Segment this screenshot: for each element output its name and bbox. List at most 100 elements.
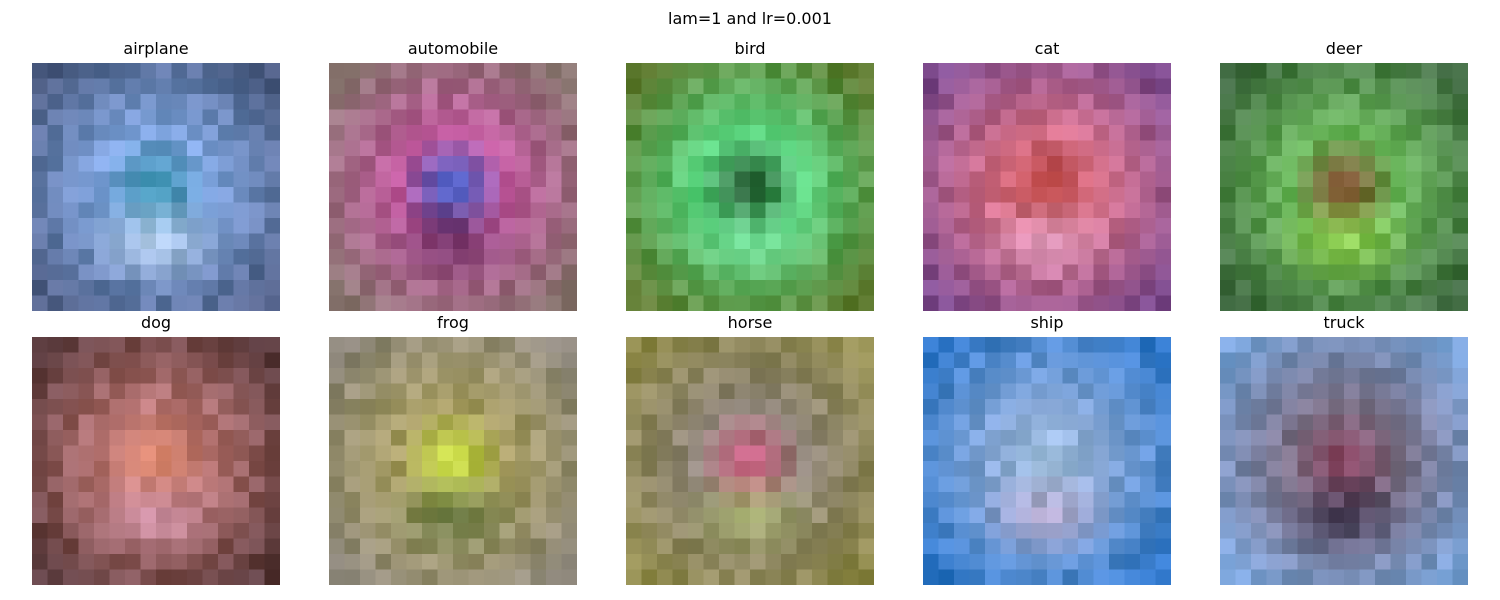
pixel-cell: [641, 492, 658, 508]
pixel-cell: [329, 383, 345, 400]
pixel-cell: [32, 78, 48, 95]
pixel-cell: [47, 156, 64, 172]
pixel-cell: [923, 554, 939, 570]
pixel-cell: [765, 78, 782, 95]
pixel-cell: [1328, 78, 1345, 95]
pixel-cell: [954, 187, 970, 203]
pixel-cell: [453, 63, 469, 79]
pixel-cell: [406, 94, 423, 110]
pixel-cell: [1093, 249, 1110, 265]
pixel-cell: [63, 78, 79, 95]
pixel-cell: [1406, 187, 1422, 203]
pixel-cell: [63, 430, 79, 446]
pixel-cell: [1000, 368, 1017, 384]
pixel-cell: [468, 140, 485, 157]
pixel-cell: [765, 109, 782, 126]
pixel-cell: [858, 218, 874, 234]
pixel-cell: [938, 492, 955, 508]
pixel-cell: [1155, 218, 1171, 234]
pixel-cell: [923, 156, 939, 172]
pixel-cell: [484, 295, 500, 311]
pixel-cell: [765, 368, 782, 384]
pixel-cell: [437, 94, 454, 110]
pixel-cell: [78, 569, 95, 585]
pixel-cell: [171, 218, 188, 234]
pixel-cell: [140, 249, 157, 265]
pixel-cell: [1047, 187, 1063, 203]
pixel-cell: [796, 538, 813, 555]
pixel-cell: [78, 249, 95, 265]
pixel-cell: [530, 249, 547, 265]
pixel-cell: [1421, 368, 1438, 384]
pixel-cell: [468, 507, 485, 524]
pixel-cell: [843, 280, 859, 296]
pixel-cell: [954, 109, 970, 126]
pixel-cell: [1093, 414, 1110, 431]
pixel-cell: [78, 202, 95, 219]
pixel-cell: [140, 569, 157, 585]
pixel-cell: [499, 538, 516, 555]
pixel-cell: [1297, 249, 1314, 265]
pixel-cell: [626, 383, 642, 400]
pixel-cell: [781, 538, 797, 555]
pixel-cell: [233, 78, 250, 95]
pixel-cell: [827, 94, 844, 110]
pixel-cell: [1344, 187, 1360, 203]
pixel-cell: [468, 125, 485, 141]
pixel-cell: [985, 156, 1001, 172]
pixel-cell: [360, 171, 376, 188]
pixel-cell: [1313, 171, 1329, 188]
pixel-cell: [140, 523, 157, 539]
pixel-cell: [530, 94, 547, 110]
pixel-cell: [827, 295, 844, 311]
pixel-cell: [1344, 125, 1360, 141]
pixel-cell: [94, 430, 110, 446]
pixel-cell: [1062, 249, 1079, 265]
pixel-cell: [750, 368, 766, 384]
weight-image-svg: [32, 63, 280, 311]
pixel-cell: [1031, 249, 1048, 265]
pixel-cell: [63, 476, 79, 493]
pixel-cell: [827, 399, 844, 415]
pixel-cell: [1421, 187, 1438, 203]
pixel-cell: [1109, 125, 1125, 141]
pixel-cell: [719, 202, 735, 219]
pixel-cell: [1109, 430, 1125, 446]
pixel-cell: [626, 264, 642, 281]
pixel-cell: [719, 249, 735, 265]
pixel-cell: [969, 368, 986, 384]
pixel-cell: [985, 430, 1001, 446]
pixel-cell: [1000, 476, 1017, 493]
pixel-cell: [765, 233, 782, 250]
pixel-cell: [1344, 461, 1360, 477]
pixel-cell: [344, 125, 361, 141]
pixel-cell: [1047, 125, 1063, 141]
pixel-cell: [140, 352, 157, 369]
pixel-cell: [719, 171, 735, 188]
pixel-cell: [672, 523, 689, 539]
pixel-cell: [626, 368, 642, 384]
pixel-cell: [626, 295, 642, 311]
pixel-cell: [969, 63, 986, 79]
pixel-cell: [812, 445, 828, 462]
pixel-cell: [375, 414, 392, 431]
pixel-cell: [453, 383, 469, 400]
pixel-cell: [1047, 249, 1063, 265]
pixel-cell: [546, 125, 562, 141]
pixel-cell: [1251, 507, 1267, 524]
pixel-cell: [187, 295, 203, 311]
pixel-cell: [672, 63, 689, 79]
pixel-cell: [202, 187, 219, 203]
pixel-cell: [171, 202, 188, 219]
pixel-cell: [1062, 264, 1079, 281]
pixel-cell: [1031, 63, 1048, 79]
pixel-cell: [156, 202, 172, 219]
pixel-cell: [1124, 264, 1141, 281]
pixel-cell: [734, 249, 751, 265]
pixel-cell: [218, 445, 234, 462]
pixel-cell: [109, 109, 126, 126]
pixel-cell: [360, 569, 376, 585]
pixel-cell: [1109, 249, 1125, 265]
pixel-cell: [969, 523, 986, 539]
pixel-cell: [1390, 461, 1407, 477]
